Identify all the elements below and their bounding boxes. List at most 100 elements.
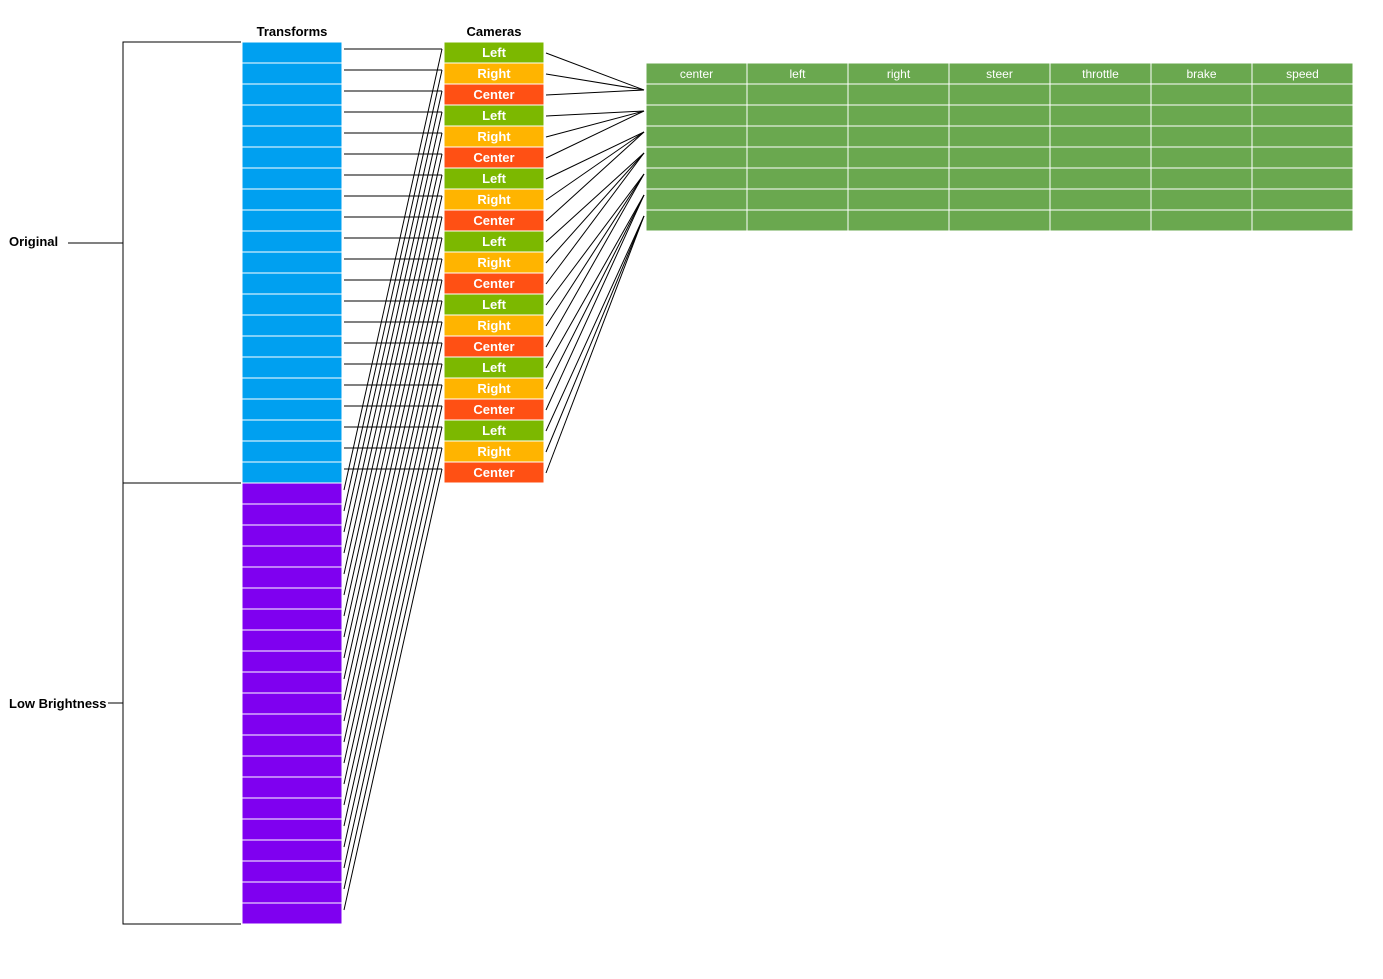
cameras-column: Left Right Center Left Right Center Left Right C… xyxy=(443,41,545,484)
table-cell xyxy=(847,146,950,169)
transform-camera-connector xyxy=(343,279,443,722)
camera-table-connector xyxy=(545,110,645,138)
transform-cell xyxy=(241,902,343,925)
camera-table-connector xyxy=(545,73,645,91)
transform-cell xyxy=(241,314,343,337)
transform-cell xyxy=(241,503,343,526)
transform-cell xyxy=(241,545,343,568)
camera-table-connector xyxy=(545,152,645,285)
transform-cell xyxy=(241,209,343,232)
table-column-header: right xyxy=(887,67,911,81)
transform-camera-connector xyxy=(343,384,443,827)
transform-cell xyxy=(241,776,343,799)
table-cell xyxy=(948,83,1051,106)
transform-camera-connector xyxy=(343,195,443,638)
camera-table-connector xyxy=(545,215,645,453)
table-cell xyxy=(1251,167,1354,190)
camera-label: Center xyxy=(473,150,514,165)
transform-camera-connector xyxy=(343,342,443,785)
transform-cell xyxy=(241,419,343,442)
camera-table-connector xyxy=(545,110,645,117)
table-cell xyxy=(1049,125,1152,148)
camera-label: Center xyxy=(473,87,514,102)
table-cell xyxy=(948,188,1051,211)
csv-table: center left right steer throttle brake speed xyxy=(645,62,1354,232)
table-cell xyxy=(948,167,1051,190)
camera-label: Center xyxy=(473,402,514,417)
transform-cell xyxy=(241,272,343,295)
transform-cell xyxy=(241,440,343,463)
camera-label: Center xyxy=(473,213,514,228)
transform-camera-connector xyxy=(343,48,443,491)
transform-cell xyxy=(241,818,343,841)
table-cell xyxy=(1150,104,1253,127)
transform-cell xyxy=(241,83,343,106)
camera-label: Left xyxy=(482,171,507,186)
camera-table-connector xyxy=(545,215,645,474)
transform-cell xyxy=(241,860,343,883)
table-cell xyxy=(847,188,950,211)
transform-cell xyxy=(241,587,343,610)
table-column-header: throttle xyxy=(1082,67,1119,81)
camera-label: Right xyxy=(477,129,511,144)
transform-cell xyxy=(241,734,343,757)
table-cell xyxy=(1150,146,1253,169)
camera-table-connector xyxy=(545,131,645,201)
table-column-header: center xyxy=(680,67,713,81)
table-cell xyxy=(746,146,849,169)
camera-label: Right xyxy=(477,192,511,207)
camera-label: Right xyxy=(477,444,511,459)
transform-camera-connector xyxy=(343,90,443,533)
camera-label: Left xyxy=(482,360,507,375)
table-cell xyxy=(1049,104,1152,127)
transform-cell xyxy=(241,629,343,652)
table-cell xyxy=(1251,209,1354,232)
camera-table-connector xyxy=(545,173,645,327)
table-cell xyxy=(1150,83,1253,106)
cameras-header: Cameras xyxy=(467,24,522,39)
table-cell xyxy=(1150,209,1253,232)
table-cell xyxy=(847,167,950,190)
camera-table-connector xyxy=(545,52,645,91)
transform-cell xyxy=(241,797,343,820)
table-cell xyxy=(1251,104,1354,127)
camera-table-connector xyxy=(545,152,645,243)
transform-cell xyxy=(241,293,343,316)
transform-camera-connector xyxy=(343,111,443,554)
table-cell xyxy=(1251,146,1354,169)
transform-cell xyxy=(241,62,343,85)
transform-camera-connector xyxy=(343,426,443,869)
transform-cell xyxy=(241,692,343,715)
transform-cell xyxy=(241,608,343,631)
table-cell xyxy=(1150,167,1253,190)
camera-label: Left xyxy=(482,423,507,438)
camera-table-connector xyxy=(545,194,645,369)
table-cell xyxy=(746,167,849,190)
camera-label: Right xyxy=(477,318,511,333)
transform-camera-connector xyxy=(343,153,443,596)
camera-label: Left xyxy=(482,297,507,312)
transform-cell xyxy=(241,146,343,169)
table-cell xyxy=(948,125,1051,148)
transform-camera-connector xyxy=(343,300,443,743)
transform-cell xyxy=(241,335,343,358)
transform-cell xyxy=(241,713,343,736)
transform-cell xyxy=(241,566,343,589)
transform-cell xyxy=(241,230,343,253)
table-cell xyxy=(948,146,1051,169)
table-cell xyxy=(645,209,748,232)
table-cell xyxy=(645,83,748,106)
group-bracket xyxy=(122,41,241,484)
group-label-original: Original xyxy=(9,234,58,249)
table-cell xyxy=(1150,188,1253,211)
transform-cell xyxy=(241,41,343,64)
table-column-header: speed xyxy=(1286,67,1319,81)
camera-label: Right xyxy=(477,66,511,81)
transform-cell xyxy=(241,755,343,778)
camera-label: Center xyxy=(473,339,514,354)
transform-camera-connector xyxy=(343,69,443,512)
camera-label: Right xyxy=(477,255,511,270)
table-cell xyxy=(1251,188,1354,211)
table-cell xyxy=(645,188,748,211)
